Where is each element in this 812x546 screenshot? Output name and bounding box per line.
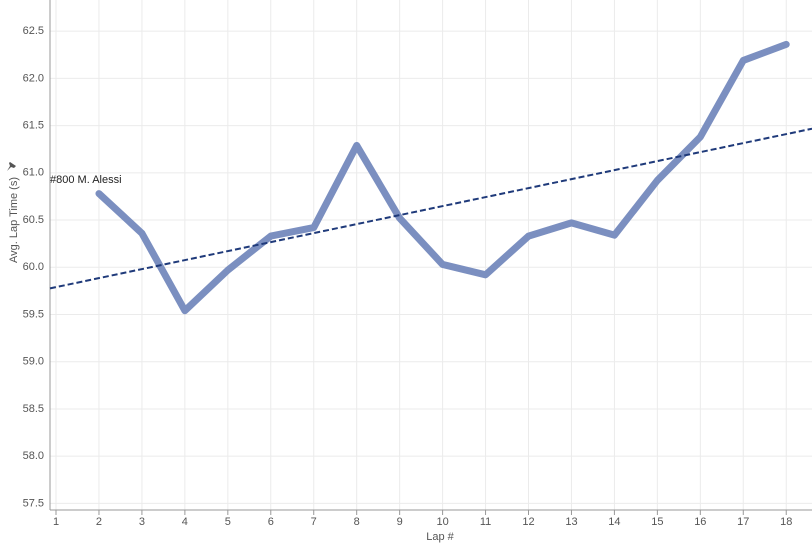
x-tick-label: 11 xyxy=(480,516,491,528)
annotation: #800 M. Alessi xyxy=(50,174,122,186)
x-tick-label: 1 xyxy=(53,516,59,528)
x-tick-label: 8 xyxy=(354,516,360,528)
x-tick-label: 17 xyxy=(737,516,749,528)
y-tick-label: 58.5 xyxy=(23,403,44,415)
y-tick-label: 59.5 xyxy=(23,308,44,320)
x-tick-label: 4 xyxy=(182,516,188,528)
y-tick-label: 60.0 xyxy=(23,261,44,273)
x-tick-label: 7 xyxy=(311,516,317,528)
x-tick-label: 6 xyxy=(268,516,274,528)
y-tick-label: 58.0 xyxy=(23,450,44,462)
x-tick-label: 9 xyxy=(397,516,403,528)
y-axis-title: Avg. Lap Time (s) xyxy=(8,177,20,263)
x-tick-label: 3 xyxy=(139,516,145,528)
y-tick-label: 61.0 xyxy=(23,167,44,179)
x-axis-title: Lap # xyxy=(426,531,454,543)
x-tick-label: 16 xyxy=(694,516,706,528)
x-tick-label: 14 xyxy=(608,516,620,528)
y-tick-label: 57.5 xyxy=(23,497,44,509)
x-tick-label: 2 xyxy=(96,516,102,528)
x-tick-label: 13 xyxy=(565,516,577,528)
trend-line xyxy=(49,127,812,290)
x-tick-label: 12 xyxy=(522,516,534,528)
x-tick-label: 5 xyxy=(225,516,231,528)
series-line xyxy=(95,40,790,315)
x-tick-label: 15 xyxy=(651,516,663,528)
x-tick-label: 10 xyxy=(436,516,448,528)
y-tick-label: 62.0 xyxy=(23,72,44,84)
y-tick-label: 61.5 xyxy=(23,120,44,132)
x-tick-label: 18 xyxy=(780,516,792,528)
y-tick-label: 59.0 xyxy=(23,356,44,368)
y-tick-label: 62.5 xyxy=(23,25,44,37)
y-tick-label: 60.5 xyxy=(23,214,44,226)
pin-icon[interactable] xyxy=(7,162,16,171)
